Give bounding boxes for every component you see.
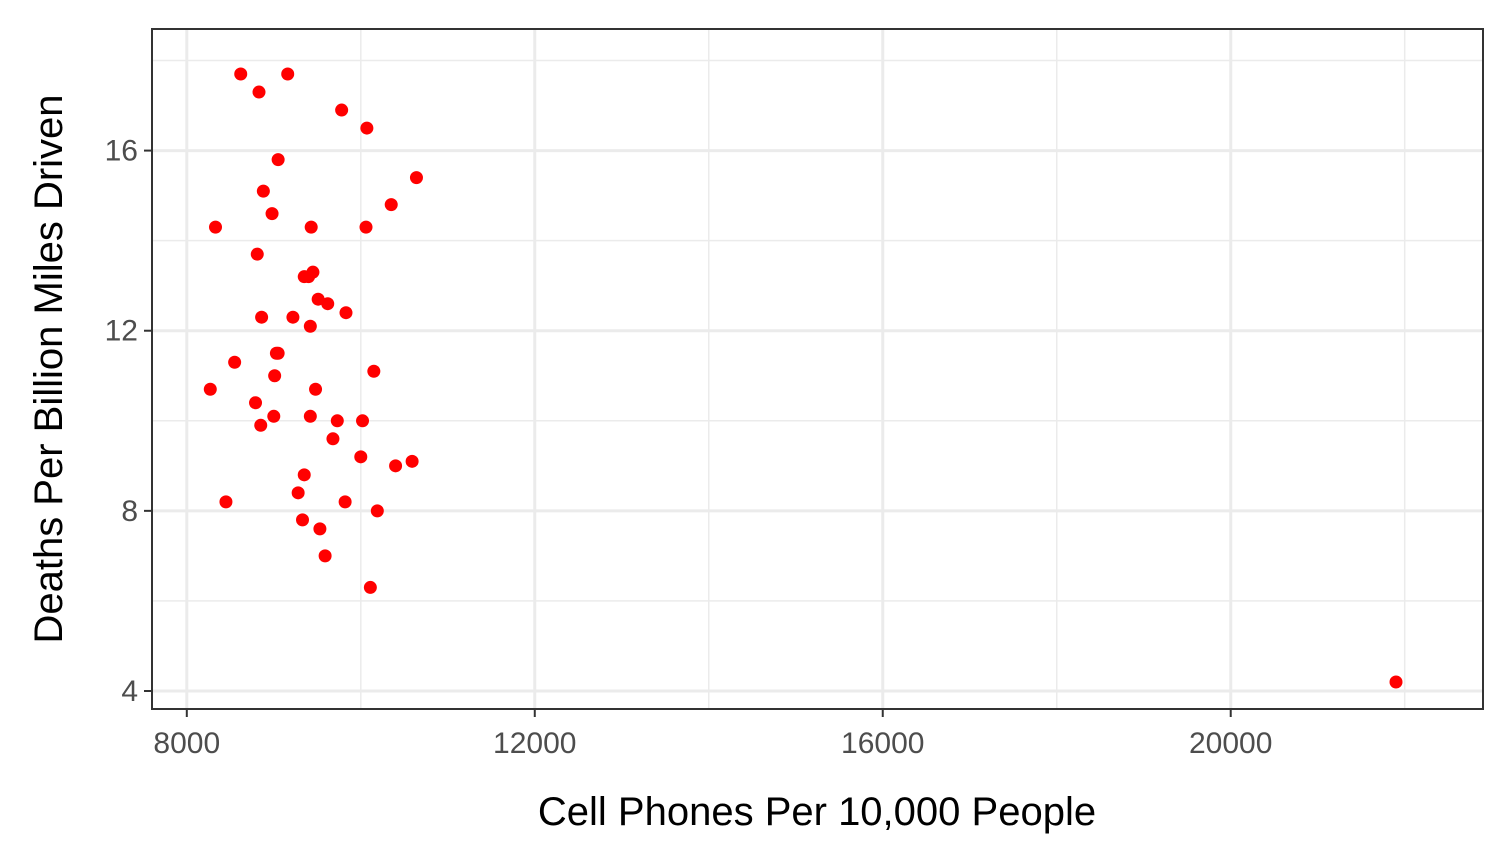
data-point xyxy=(309,382,323,396)
y-tick-label: 8 xyxy=(121,495,138,528)
data-point xyxy=(326,432,340,446)
data-point xyxy=(268,369,282,383)
data-point xyxy=(360,121,374,135)
data-point xyxy=(356,414,370,428)
data-point xyxy=(295,513,309,527)
y-tick-label: 16 xyxy=(105,135,138,168)
data-point xyxy=(255,310,269,324)
data-point xyxy=(303,319,317,333)
data-point xyxy=(384,198,398,212)
x-tick-label: 20000 xyxy=(1189,727,1272,760)
data-point xyxy=(405,454,419,468)
data-point xyxy=(321,297,335,311)
data-point xyxy=(339,306,353,320)
data-point xyxy=(219,495,233,509)
y-tick-label: 12 xyxy=(105,315,138,348)
data-point xyxy=(256,184,270,198)
data-point xyxy=(250,247,264,261)
data-point xyxy=(286,310,300,324)
data-point xyxy=(370,504,384,518)
y-axis: 4 8 12 16 xyxy=(105,135,152,708)
data-point xyxy=(367,364,381,378)
x-axis: 8000 12000 16000 20000 xyxy=(153,709,1272,760)
minor-gridlines xyxy=(152,29,1483,709)
data-point xyxy=(389,459,403,473)
data-point xyxy=(330,414,344,428)
data-point xyxy=(228,355,242,369)
data-point xyxy=(306,265,320,279)
x-tick-label: 8000 xyxy=(153,727,220,760)
x-tick-label: 12000 xyxy=(493,727,576,760)
data-point xyxy=(335,103,349,117)
data-point xyxy=(271,153,285,167)
data-point xyxy=(1389,675,1403,689)
data-point xyxy=(209,220,223,234)
data-point xyxy=(254,418,268,432)
data-point xyxy=(271,346,285,360)
data-point xyxy=(252,85,266,99)
data-point xyxy=(363,580,377,594)
x-tick-label: 16000 xyxy=(841,727,924,760)
data-point xyxy=(338,495,352,509)
data-point xyxy=(304,220,318,234)
data-point xyxy=(265,207,279,221)
plot-panel-background xyxy=(152,29,1483,709)
data-point xyxy=(267,409,281,423)
data-point xyxy=(234,67,248,81)
y-axis-title: Deaths Per Billion Miles Driven xyxy=(27,94,71,643)
data-point xyxy=(281,67,295,81)
data-point xyxy=(203,382,217,396)
data-point xyxy=(297,468,311,482)
data-points xyxy=(203,67,1403,689)
data-point xyxy=(313,522,327,536)
data-point xyxy=(303,409,317,423)
y-tick-label: 4 xyxy=(121,675,138,708)
plot-panel-border xyxy=(151,28,1484,710)
data-point xyxy=(354,450,368,464)
data-point xyxy=(291,486,305,500)
data-point xyxy=(249,396,263,410)
data-point xyxy=(318,549,332,563)
data-point xyxy=(359,220,373,234)
data-point xyxy=(409,171,423,185)
x-axis-title: Cell Phones Per 10,000 People xyxy=(538,790,1096,834)
